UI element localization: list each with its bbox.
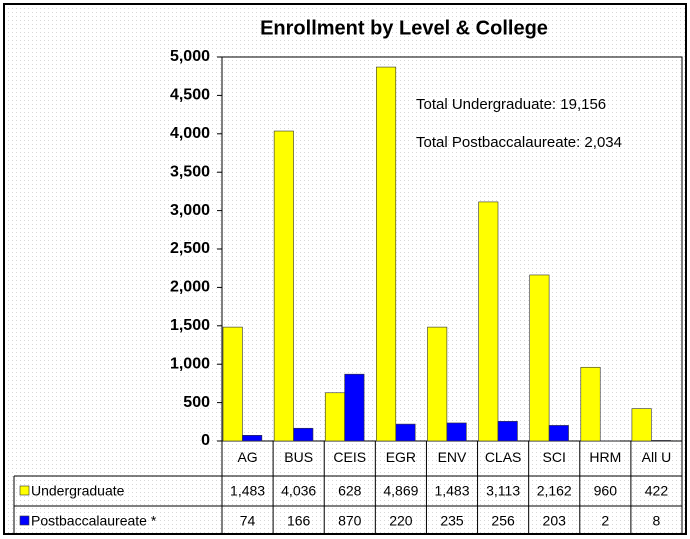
bar	[529, 274, 550, 442]
x-tick-label: HRM	[589, 449, 621, 465]
bar	[273, 130, 294, 442]
bar	[427, 326, 448, 442]
annotation: Total Postbaccalaureate: 2,034	[416, 134, 622, 151]
table-cell: 220	[389, 513, 413, 529]
table-cell: 4,869	[383, 483, 418, 499]
table-cell: 166	[287, 513, 311, 529]
bar	[548, 425, 569, 442]
table-cell: 4,036	[281, 483, 316, 499]
table-cell: 74	[240, 513, 256, 529]
table-cell: 628	[338, 483, 362, 499]
x-tick-label: CEIS	[333, 449, 366, 465]
y-tick-label: 1,500	[170, 317, 210, 334]
table-cell: 8	[653, 513, 661, 529]
y-tick-label: 4,000	[170, 125, 210, 142]
table-cell: 422	[645, 483, 669, 499]
x-tick-label: EGR	[386, 449, 416, 465]
x-tick-label: CLAS	[485, 449, 522, 465]
table-cell: 235	[440, 513, 464, 529]
y-tick-label: 2,000	[170, 279, 210, 296]
table-cell: 960	[594, 483, 618, 499]
bar	[376, 66, 397, 442]
bar	[478, 201, 499, 442]
annotation: Total Undergraduate: 19,156	[416, 96, 606, 113]
bar	[395, 423, 416, 442]
table-cell: 1,483	[230, 483, 265, 499]
legend-key	[19, 485, 30, 496]
chart-title: Enrollment by Level & College	[260, 17, 548, 39]
y-tick-label: 2,500	[170, 240, 210, 257]
bar	[293, 427, 314, 442]
table-cell: 3,113	[486, 483, 520, 499]
legend-label: Postbaccalaureate *	[31, 513, 157, 529]
table-cell: 1,483	[434, 483, 469, 499]
x-tick-label: AG	[237, 449, 257, 465]
y-tick-label: 0	[201, 432, 210, 449]
table-cell: 870	[338, 513, 362, 529]
table-cell: 2	[601, 513, 609, 529]
bar	[242, 435, 263, 442]
bar	[631, 408, 652, 442]
bar	[651, 440, 672, 442]
bar	[580, 366, 601, 442]
x-tick-label: ENV	[438, 449, 467, 465]
x-tick-label: BUS	[284, 449, 313, 465]
y-tick-label: 3,500	[170, 163, 210, 180]
y-tick-label: 1,000	[170, 355, 210, 372]
y-tick-label: 3,000	[170, 202, 210, 219]
x-tick-label: SCI	[543, 449, 566, 465]
bar	[344, 373, 365, 442]
legend-key	[19, 515, 30, 526]
bar	[222, 326, 243, 442]
bar	[324, 392, 345, 442]
bar	[446, 422, 467, 442]
y-tick-label: 4,500	[170, 87, 210, 104]
table-cell: 256	[491, 513, 515, 529]
chart-frame	[3, 3, 687, 535]
y-tick-label: 500	[183, 394, 210, 411]
y-tick-label: 5,000	[170, 48, 210, 65]
x-tick-label: All U	[642, 449, 672, 465]
table-cell: 2,162	[537, 483, 572, 499]
legend-label: Undergraduate	[31, 483, 125, 499]
bar	[497, 421, 518, 442]
table-cell: 203	[543, 513, 567, 529]
